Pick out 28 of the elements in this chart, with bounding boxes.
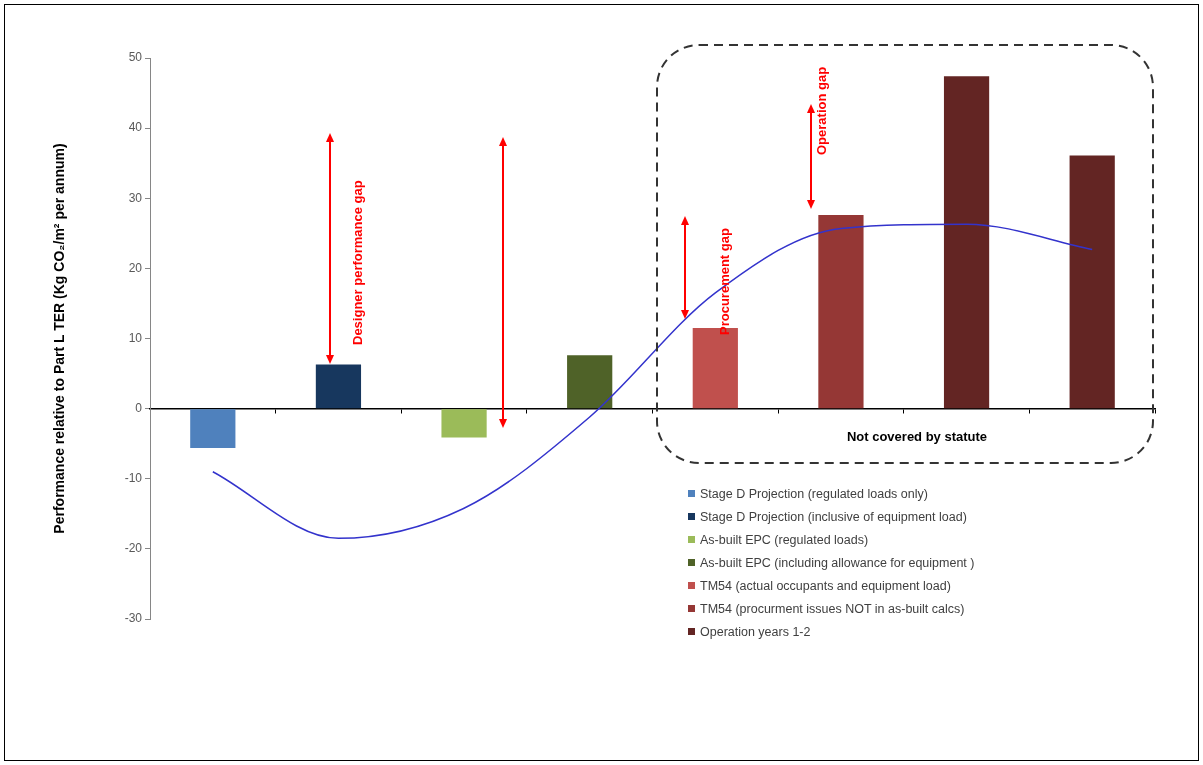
bar — [1069, 155, 1115, 409]
y-tick-label: 30 — [128, 190, 143, 205]
annotation: Designer performance gap — [349, 180, 365, 345]
annotation: Not covered by statute — [846, 428, 988, 444]
legend-label: TM54 (procurment issues NOT in as-built calcs) — [700, 601, 965, 616]
annotation: Procurement gap — [716, 228, 732, 335]
y-tick-label: 10 — [128, 330, 143, 345]
bar — [943, 76, 990, 409]
bar — [818, 215, 864, 409]
y-tick-label: -20 — [124, 541, 143, 556]
y-tick-label: -10 — [124, 471, 143, 486]
legend-label: Stage D Projection (inclusive of equipment load) — [700, 509, 967, 524]
bar — [190, 409, 236, 448]
y-tick-label: 20 — [128, 260, 143, 275]
y-tick-label: -30 — [124, 611, 143, 626]
bar — [315, 364, 362, 409]
annotation: Operation gap — [813, 66, 829, 155]
y-tick-label: 0 — [135, 400, 143, 415]
legend-label: As-built EPC (regulated loads) — [700, 532, 869, 547]
y-tick-label: 50 — [128, 50, 143, 65]
legend-label: Stage D Projection (regulated loads only) — [700, 486, 928, 501]
bar — [441, 409, 487, 438]
bar — [567, 355, 613, 409]
y-tick-label: 40 — [128, 120, 143, 135]
y-axis-title: Performance relative to Part L TER (Kg CO₂/m² per annum) — [51, 143, 68, 534]
legend-label: As-built EPC (including allowance for equipment ) — [700, 555, 975, 570]
legend-label: Operation years 1-2 — [700, 624, 811, 639]
legend-label: TM54 (actual occupants and equipment load) — [700, 578, 951, 593]
